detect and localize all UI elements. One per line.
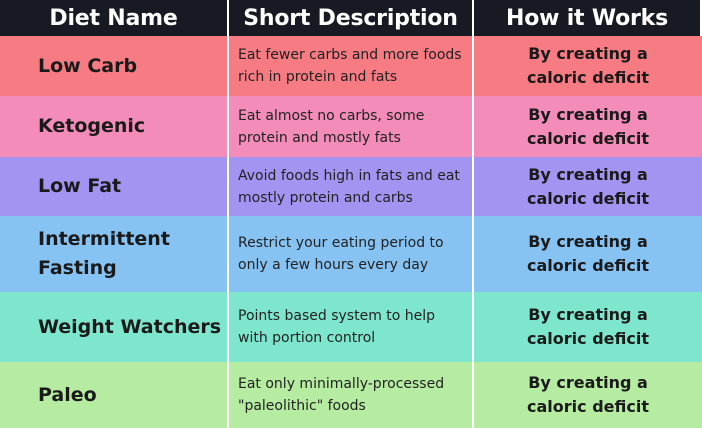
header-short-description: Short Description <box>229 0 474 36</box>
row-ketogenic-name: Ketogenic <box>0 96 229 157</box>
row-intermittent-fasting-how: By creating a caloric deficit <box>474 216 702 292</box>
row-paleo-description: Eat only minimally-processed "paleolithi… <box>229 362 474 428</box>
row-low-fat-name: Low Fat <box>0 157 229 216</box>
row-weight-watchers-how: By creating a caloric deficit <box>474 292 702 362</box>
row-ketogenic-description: Eat almost no carbs, some protein and mo… <box>229 96 474 157</box>
header-diet-name: Diet Name <box>0 0 229 36</box>
row-low-carb-name: Low Carb <box>0 36 229 96</box>
row-intermittent-fasting-name: Intermittent Fasting <box>0 216 229 292</box>
diet-name-text: Weight Watchers <box>38 315 222 338</box>
row-low-carb-description: Eat fewer carbs and more foods rich in p… <box>229 36 474 96</box>
row-paleo-name: Paleo <box>0 362 229 428</box>
row-intermittent-fasting-description: Restrict your eating period to only a fe… <box>229 216 474 292</box>
row-paleo-how: By creating a caloric deficit <box>474 362 702 428</box>
diet-name-text: Low Carb <box>38 54 138 77</box>
row-ketogenic-how: By creating a caloric deficit <box>474 96 702 157</box>
diet-name-text: Intermittent Fasting <box>38 228 170 279</box>
header-how-it-works: How it Works <box>474 0 702 36</box>
row-low-carb-how: By creating a caloric deficit <box>474 36 702 96</box>
row-weight-watchers-name: Weight Watchers <box>0 292 229 362</box>
diet-name-text: Ketogenic <box>38 115 146 137</box>
diet-name-text: Paleo <box>38 383 97 406</box>
row-weight-watchers-description: Points based system to help with portion… <box>229 292 474 362</box>
diet-name-text: Low Fat <box>38 175 122 197</box>
row-low-fat-how: By creating a caloric deficit <box>474 157 702 216</box>
row-low-fat-description: Avoid foods high in fats and eat mostly … <box>229 157 474 216</box>
